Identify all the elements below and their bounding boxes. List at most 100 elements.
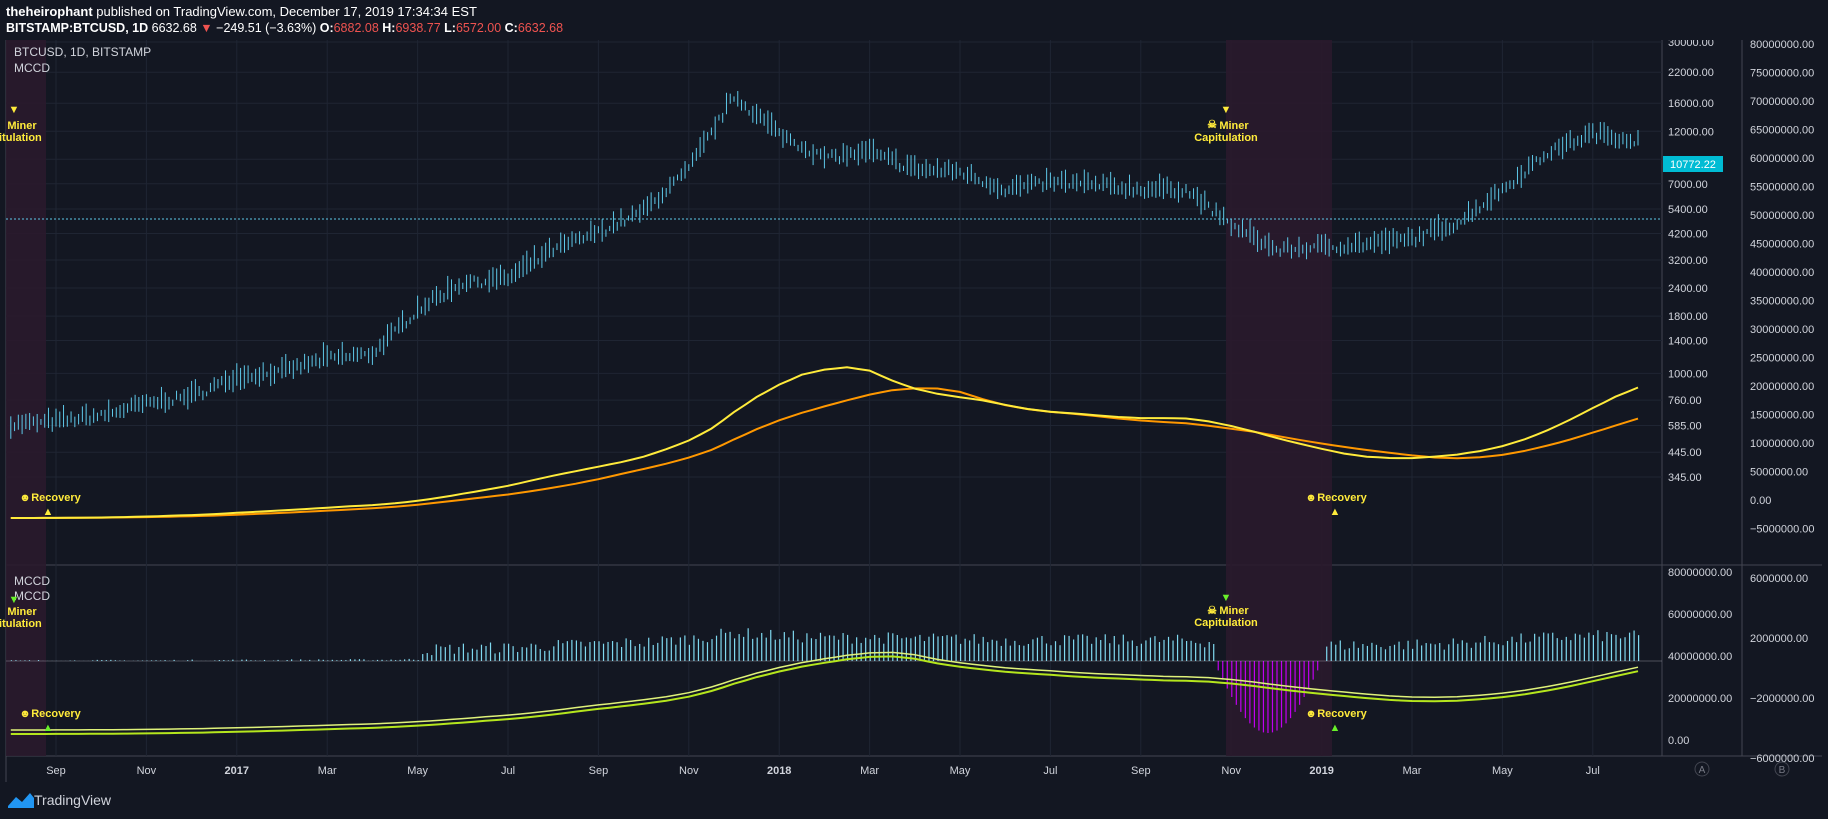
- histogram-bar: [1628, 632, 1631, 661]
- axis-button-b[interactable]: [1774, 761, 1790, 777]
- histogram-bar: [408, 658, 410, 661]
- histogram-bar: [801, 642, 803, 661]
- price-chart[interactable]: BTCUSD, 1D, BITSTAMP MCCD MCCD MCCD ▼ Mi…: [0, 40, 1828, 782]
- histogram-bar: [1041, 636, 1043, 661]
- time-axis-label: Nov: [137, 765, 157, 777]
- time-axis-label: 2018: [767, 765, 791, 777]
- histogram-bar: [996, 640, 998, 661]
- histogram-bar: [1547, 633, 1549, 661]
- publish-text: published on TradingView.com, December 1…: [96, 4, 477, 19]
- indicator-axis-label: 65000000.00: [1750, 125, 1814, 137]
- histogram-bar: [1317, 661, 1319, 671]
- histogram-bar: [964, 638, 966, 661]
- tradingview-brand[interactable]: TradingView: [34, 792, 112, 808]
- capitulation-band: [6, 40, 46, 756]
- sub-axis-left[interactable]: 80000000.00 60000000.00 40000000.00 2000000…: [1668, 567, 1732, 747]
- histogram-bar: [978, 643, 980, 661]
- histogram-bar: [1556, 638, 1558, 661]
- histogram-bar: [991, 639, 993, 661]
- publish-info: theheirophant published on TradingView.c…: [6, 4, 477, 19]
- time-axis[interactable]: Sep Nov 2017 Mar May Jul Sep Nov 2018 Mar May Jul Se…: [46, 765, 1600, 777]
- main-legend-symbol[interactable]: BTCUSD, 1D, BITSTAMP: [14, 45, 151, 59]
- histogram-bar: [155, 660, 157, 661]
- histogram-bar: [955, 634, 957, 661]
- histogram-bar: [1511, 636, 1513, 661]
- histogram-bar: [1357, 647, 1359, 661]
- sub-axis-right-label: −2000000.00: [1750, 693, 1815, 705]
- histogram-bar: [1375, 644, 1378, 661]
- histogram-bar: [724, 632, 727, 661]
- histogram-bar: [743, 636, 745, 661]
- axis-button-a[interactable]: [1694, 761, 1710, 777]
- price-axis[interactable]: 30000.0022000.0016000.0012000.009000.007…: [1668, 40, 1714, 484]
- close-value: 6632.68: [517, 21, 564, 35]
- histogram-bar: [688, 644, 690, 661]
- histogram-bar: [1271, 661, 1274, 733]
- histogram-bar: [1186, 640, 1188, 661]
- histogram-bar: [1583, 637, 1585, 661]
- sub-axis-right[interactable]: 6000000.00 2000000.00 −2000000.00 −6000000.…: [1750, 573, 1815, 765]
- time-axis-label: Jul: [1043, 765, 1057, 777]
- histogram-bar: [1158, 641, 1161, 661]
- symbol-label: BITSTAMP:BTCUSD, 1D: [6, 21, 149, 35]
- skull-icon: ☠: [1207, 119, 1217, 131]
- histogram-bar: [1601, 641, 1604, 661]
- histogram-bar: [1195, 642, 1197, 661]
- histogram-bar: [702, 640, 704, 661]
- histogram-bar: [548, 650, 550, 661]
- author-name[interactable]: theheirophant: [6, 4, 93, 19]
- histogram-bar: [1018, 645, 1020, 661]
- sub-axis-left-label: 20000000.00: [1668, 693, 1732, 705]
- histogram-bar: [1163, 639, 1165, 661]
- histogram-bar: [774, 639, 776, 661]
- histogram-bar: [1235, 661, 1237, 705]
- chart-header: theheirophant published on TradingView.c…: [0, 0, 1828, 40]
- histogram-bar: [1014, 640, 1016, 661]
- sub-annotation-miner: Miner: [1219, 605, 1249, 617]
- histogram-bar: [950, 636, 953, 661]
- histogram-bar: [1561, 639, 1563, 661]
- histogram-bar: [218, 660, 220, 661]
- histogram-bar: [435, 644, 437, 661]
- histogram-bar: [937, 636, 939, 661]
- histogram-bar: [1380, 647, 1382, 661]
- indicator-axis[interactable]: 80000000.00 75000000.00 70000000.00 6500000…: [1750, 40, 1815, 536]
- histogram-bar: [467, 652, 469, 661]
- histogram-bar: [480, 644, 483, 661]
- histogram-bar: [1371, 642, 1373, 661]
- sub-annotation-capitulation: Capitulation: [1194, 617, 1258, 629]
- histogram-bar: [837, 639, 840, 661]
- histogram-bar: [1086, 635, 1088, 661]
- sub-legend-2[interactable]: MCCD: [14, 589, 50, 603]
- histogram-bar: [589, 642, 591, 661]
- histogram-bar: [336, 660, 338, 661]
- histogram-bar: [223, 660, 225, 661]
- sub-annotation-capitulation-left: Capitulation: [0, 618, 42, 630]
- indicator-axis-label: 60000000.00: [1750, 153, 1814, 165]
- histogram-bar: [349, 659, 351, 661]
- open-label: O:: [319, 21, 334, 35]
- histogram-bar: [815, 639, 817, 661]
- time-axis-label: Jul: [1586, 765, 1600, 777]
- histogram-bar: [892, 633, 894, 661]
- histogram-bar: [580, 641, 582, 661]
- histogram-bar: [489, 642, 492, 661]
- histogram-bar: [761, 632, 763, 661]
- histogram-bar: [1145, 640, 1147, 661]
- histogram-bar: [1348, 648, 1350, 661]
- sub-legend-1[interactable]: MCCD: [14, 574, 50, 588]
- histogram-bar: [1448, 644, 1450, 661]
- histogram-bar: [404, 659, 406, 661]
- histogram-bar: [616, 642, 618, 661]
- histogram-bar: [1606, 631, 1608, 661]
- histogram-bar: [245, 659, 248, 661]
- histogram-bar: [684, 635, 686, 661]
- sub-axis-right-label: 6000000.00: [1750, 573, 1808, 585]
- histogram-bar: [1398, 641, 1400, 661]
- histogram-bar: [1402, 649, 1405, 661]
- histogram-bar: [1308, 661, 1310, 689]
- histogram-bar: [1493, 642, 1495, 661]
- main-legend-indicator[interactable]: MCCD: [14, 61, 50, 75]
- price-axis-label: 12000.00: [1668, 126, 1714, 138]
- histogram-bar: [1529, 641, 1531, 661]
